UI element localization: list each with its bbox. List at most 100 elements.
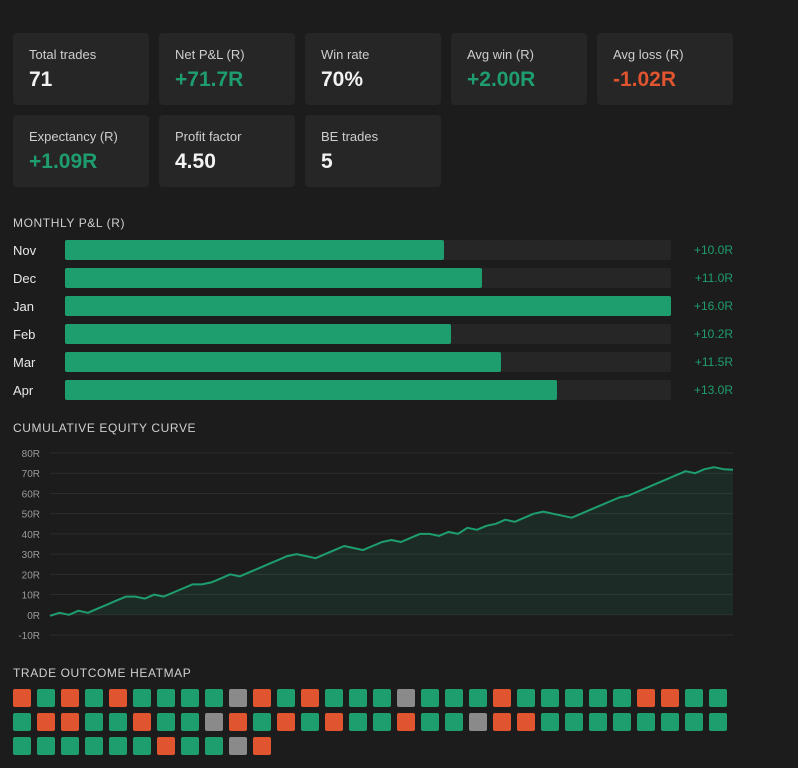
stats-panel: Total trades 71 Net P&L (R) +71.7R Win rate 7…: [13, 33, 738, 197]
trade-outcome-cell: [85, 713, 103, 731]
trade-outcome-cell: [589, 689, 607, 707]
monthly-bar: [65, 240, 444, 260]
trade-outcome-cell: [445, 713, 463, 731]
trade-outcome-cell: [325, 713, 343, 731]
trade-outcome-cell: [181, 689, 199, 707]
stat-label: Expectancy (R): [29, 129, 118, 144]
trade-outcome-cell: [133, 713, 151, 731]
trade-outcome-cell: [517, 689, 535, 707]
trade-outcome-cell: [613, 689, 631, 707]
trade-outcome-cell: [301, 689, 319, 707]
stats-row: Expectancy (R) +1.09R Profit factor 4.50 BE …: [13, 115, 738, 187]
trade-outcome-cell: [205, 689, 223, 707]
monthly-pnl-chart: Nov +10.0R Dec +11.0R Jan +16.0R Feb +10.2R Mar +…: [13, 240, 738, 408]
y-tick-label: 70R: [22, 469, 40, 480]
trade-outcome-cell: [205, 713, 223, 731]
trade-outcome-cell: [85, 737, 103, 755]
trade-outcome-cell: [589, 713, 607, 731]
monthly-bar: [65, 380, 558, 400]
trade-outcome-cell: [637, 689, 655, 707]
trade-outcome-cell: [253, 737, 271, 755]
trade-outcome-cell: [325, 689, 343, 707]
heatmap-title: TRADE OUTCOME HEATMAP: [13, 666, 192, 680]
trade-outcome-cell: [13, 737, 31, 755]
y-tick-label: 20R: [22, 570, 40, 581]
trade-outcome-cell: [613, 713, 631, 731]
trade-outcome-cell: [61, 713, 79, 731]
trade-outcome-cell: [109, 689, 127, 707]
trade-outcome-cell: [61, 689, 79, 707]
monthly-bar-row: Apr +13.0R: [13, 380, 738, 400]
stat-value: +71.7R: [175, 68, 244, 91]
trade-outcome-cell: [109, 713, 127, 731]
trade-outcome-cell: [277, 713, 295, 731]
trade-outcome-cell: [85, 689, 103, 707]
stat-label: Avg loss (R): [613, 47, 684, 62]
stat-card: Total trades 71: [13, 33, 149, 105]
trade-outcome-cell: [61, 737, 79, 755]
trade-outcome-cell: [37, 737, 55, 755]
y-tick-label: 40R: [22, 530, 40, 541]
y-tick-label: 30R: [22, 550, 40, 561]
month-label: Nov: [13, 242, 37, 258]
trade-outcome-cell: [565, 713, 583, 731]
y-tick-label: 80R: [22, 449, 40, 460]
trade-outcome-cell: [421, 713, 439, 731]
stat-value: 4.50: [175, 150, 216, 173]
trade-outcome-cell: [109, 737, 127, 755]
monthly-bar: [65, 268, 482, 288]
trade-outcome-cell: [541, 713, 559, 731]
stat-card: Net P&L (R) +71.7R: [159, 33, 295, 105]
trade-outcome-cell: [205, 737, 223, 755]
monthly-bar: [65, 324, 452, 344]
trade-outcome-cell: [493, 689, 511, 707]
bar-value-label: +10.0R: [693, 243, 733, 257]
stat-card: Expectancy (R) +1.09R: [13, 115, 149, 187]
trade-outcome-cell: [493, 713, 511, 731]
trade-outcome-cell: [709, 713, 727, 731]
trade-outcome-cell: [397, 689, 415, 707]
trade-outcome-cell: [565, 689, 583, 707]
month-label: Jan: [13, 298, 34, 314]
stat-label: Avg win (R): [467, 47, 534, 62]
trade-outcome-cell: [541, 689, 559, 707]
equity-area: [50, 467, 733, 616]
stat-value: +2.00R: [467, 68, 536, 91]
bar-track: [65, 296, 671, 316]
stat-value: 5: [321, 150, 333, 173]
stat-card: Win rate 70%: [305, 33, 441, 105]
trade-outcome-cell: [445, 689, 463, 707]
trade-outcome-cell: [661, 713, 679, 731]
y-tick-label: 60R: [22, 489, 40, 500]
trade-outcome-cell: [181, 713, 199, 731]
trade-outcome-heatmap: [13, 689, 738, 761]
monthly-bar-row: Mar +11.5R: [13, 352, 738, 372]
trade-outcome-cell: [157, 737, 175, 755]
trade-outcome-cell: [517, 713, 535, 731]
stat-card: BE trades 5: [305, 115, 441, 187]
stat-card: Avg loss (R) -1.02R: [597, 33, 733, 105]
equity-curve-chart: 80R 70R 60R 50R 40R 30R 20R 10R 0R -10R: [18, 449, 734, 642]
stat-value: 70%: [321, 68, 364, 91]
month-label: Mar: [13, 354, 36, 370]
stat-label: BE trades: [321, 129, 379, 144]
stat-value: -1.02R: [613, 68, 677, 91]
trade-outcome-cell: [37, 689, 55, 707]
trade-outcome-cell: [37, 713, 55, 731]
monthly-bar: [65, 352, 501, 372]
trade-outcome-cell: [229, 689, 247, 707]
monthly-bar-row: Jan +16.0R: [13, 296, 738, 316]
stat-value: 71: [29, 68, 53, 91]
monthly-bar-row: Nov +10.0R: [13, 240, 738, 260]
trade-outcome-cell: [373, 689, 391, 707]
heatmap-row: [13, 689, 738, 707]
trade-outcome-cell: [397, 713, 415, 731]
trade-outcome-cell: [349, 689, 367, 707]
stat-label: Win rate: [321, 47, 370, 62]
trade-outcome-cell: [133, 737, 151, 755]
trade-outcome-cell: [685, 689, 703, 707]
bar-track: [65, 324, 671, 344]
monthly-bar-row: Dec +11.0R: [13, 268, 738, 288]
trade-outcome-cell: [253, 689, 271, 707]
trade-outcome-cell: [229, 713, 247, 731]
